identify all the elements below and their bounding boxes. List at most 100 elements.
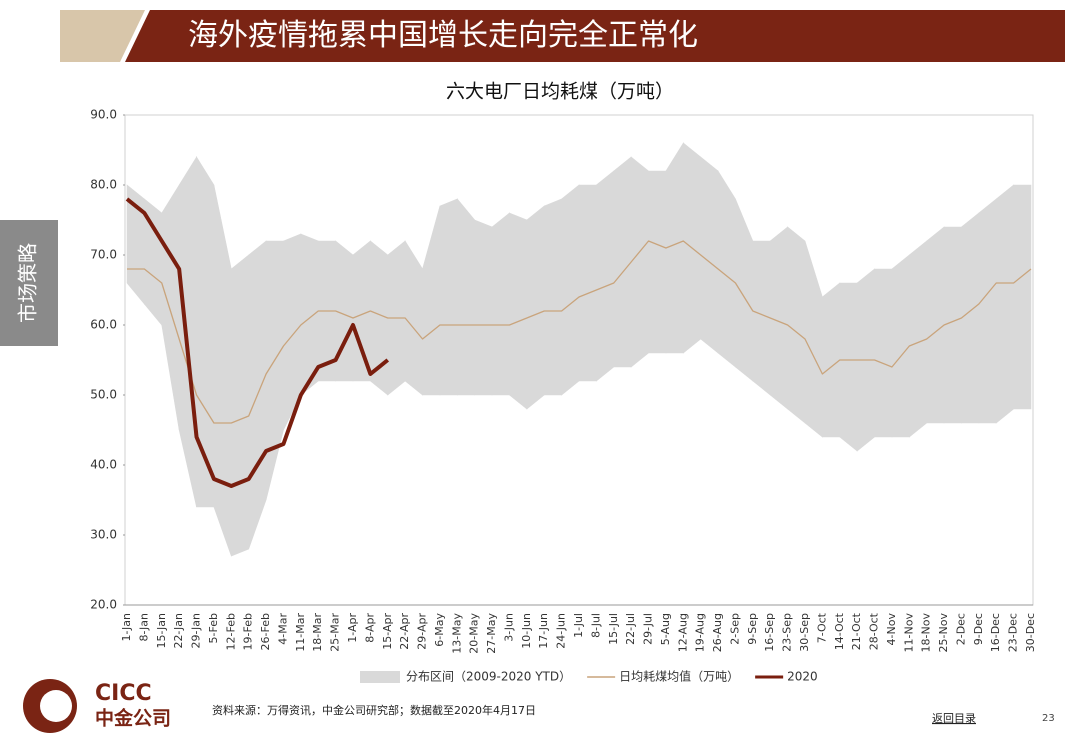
x-tick-label: 12-Feb (224, 613, 237, 650)
x-tick-label: 26-Feb (259, 613, 272, 650)
y-tick-label: 80.0 (90, 178, 117, 192)
x-tick-label: 2-Dec (954, 613, 967, 645)
band-segment (735, 198, 754, 382)
legend-label: 分布区间（2009-2020 YTD） (406, 670, 571, 684)
x-tick-label: 3-Jun (502, 613, 515, 642)
band-segment (335, 240, 354, 382)
x-tick-label: 1-Apr (346, 613, 359, 643)
y-tick-label: 40.0 (90, 458, 117, 472)
logo-mark (40, 690, 72, 722)
band-segment (909, 240, 927, 438)
x-tick-label: 4-Nov (885, 613, 898, 646)
band-segment (648, 170, 667, 354)
band-segment (178, 155, 197, 508)
band-segment (874, 268, 893, 438)
band-segment (995, 184, 1014, 424)
legend-label: 2020 (787, 670, 818, 684)
band-segment (630, 156, 649, 368)
toc-link[interactable]: 返回目录 (932, 712, 976, 725)
x-tick-label: 29-Jan (190, 613, 203, 649)
band-segment (804, 240, 823, 438)
x-tick-label: 9-Dec (972, 613, 985, 645)
y-tick-label: 50.0 (90, 388, 117, 402)
x-tick-label: 10-Jun (520, 613, 533, 649)
band-segment (613, 156, 632, 368)
band-segment (769, 226, 788, 410)
x-tick-label: 22-Jan (172, 613, 185, 649)
band-segment (491, 212, 510, 396)
x-tick-label: 16-Dec (989, 613, 1002, 652)
x-tick-label: 19-Feb (242, 613, 255, 650)
header-title: 海外疫情拖累中国增长走向完全正常化 (188, 18, 698, 53)
x-tick-label: 11-Mar (294, 613, 307, 652)
y-tick-label: 60.0 (90, 318, 117, 332)
band-segment (231, 254, 249, 557)
y-tick-label: 90.0 (90, 108, 117, 122)
header-accent (60, 10, 145, 62)
x-tick-label: 29-Jul (642, 613, 655, 645)
x-tick-label: 19-Aug (694, 613, 707, 652)
source-note: 资料来源：万得资讯，中金公司研究部；数据截至2020年4月17日 (212, 703, 536, 717)
x-tick-label: 25-Nov (937, 613, 950, 653)
x-tick-label: 27-May (485, 613, 498, 654)
band-segment (596, 170, 615, 382)
x-tick-label: 30-Dec (1024, 613, 1037, 652)
band-segment (474, 219, 493, 396)
side-tab (0, 220, 58, 346)
page-number: 23 (1042, 713, 1055, 724)
x-tick-label: 14-Oct (833, 612, 846, 650)
band-segment (926, 226, 945, 424)
x-tick-label: 23-Dec (1007, 613, 1020, 652)
band-segment (665, 141, 684, 354)
band-segment (509, 212, 528, 410)
x-tick-label: 26-Aug (711, 613, 724, 652)
x-tick-label: 22-Jul (624, 613, 637, 645)
band-segment (578, 184, 597, 382)
band-segment (839, 282, 858, 452)
band-segment (943, 226, 962, 424)
band-segment (822, 282, 841, 438)
logo-cn: 中金公司 (95, 707, 171, 730)
band-segment (700, 156, 719, 354)
x-tick-label: 18-Mar (311, 613, 324, 652)
x-tick-label: 9-Sep (746, 613, 759, 645)
y-tick-label: 70.0 (90, 248, 117, 262)
y-tick-label: 30.0 (90, 528, 117, 542)
x-tick-label: 16-Sep (763, 613, 776, 652)
x-tick-label: 18-Nov (920, 613, 933, 653)
band-segment (717, 169, 736, 368)
x-tick-label: 15-Jul (607, 613, 620, 645)
x-tick-label: 1-Jan (120, 613, 133, 642)
band-segment (422, 205, 441, 396)
logo-en: CICC (95, 681, 152, 706)
legend-swatch (360, 671, 400, 683)
x-tick-label: 29-Apr (416, 613, 429, 650)
x-tick-label: 4-Mar (276, 613, 289, 645)
x-tick-label: 21-Oct (850, 612, 863, 650)
x-tick-label: 7-Oct (815, 612, 828, 643)
band-segment (352, 240, 371, 382)
x-tick-label: 8-Apr (363, 613, 376, 643)
legend-label: 日均耗煤均值（万吨） (619, 669, 739, 684)
band-segment (961, 212, 980, 424)
band-segment (752, 240, 771, 396)
band-segment (404, 239, 423, 396)
header-bar (125, 10, 1065, 62)
band-segment (457, 198, 475, 396)
band-segment (439, 198, 458, 396)
y-tick-label: 20.0 (90, 598, 117, 612)
side-tab-text: 市场策略 (16, 243, 40, 323)
band-segment (543, 198, 562, 396)
x-tick-label: 17-Jun (537, 613, 550, 649)
x-tick-label: 28-Oct (868, 612, 881, 650)
x-tick-label: 20-May (468, 613, 481, 654)
x-tick-label: 11-Nov (902, 613, 915, 653)
x-tick-label: 15-Jan (155, 613, 168, 649)
x-tick-label: 8-Jul (589, 613, 602, 638)
x-tick-label: 30-Sep (798, 613, 811, 652)
x-tick-label: 2-Sep (728, 613, 741, 645)
band-segment (787, 226, 806, 424)
x-tick-label: 25-Mar (329, 613, 342, 652)
x-tick-label: 12-Aug (676, 613, 689, 652)
x-tick-label: 24-Jun (555, 613, 568, 649)
